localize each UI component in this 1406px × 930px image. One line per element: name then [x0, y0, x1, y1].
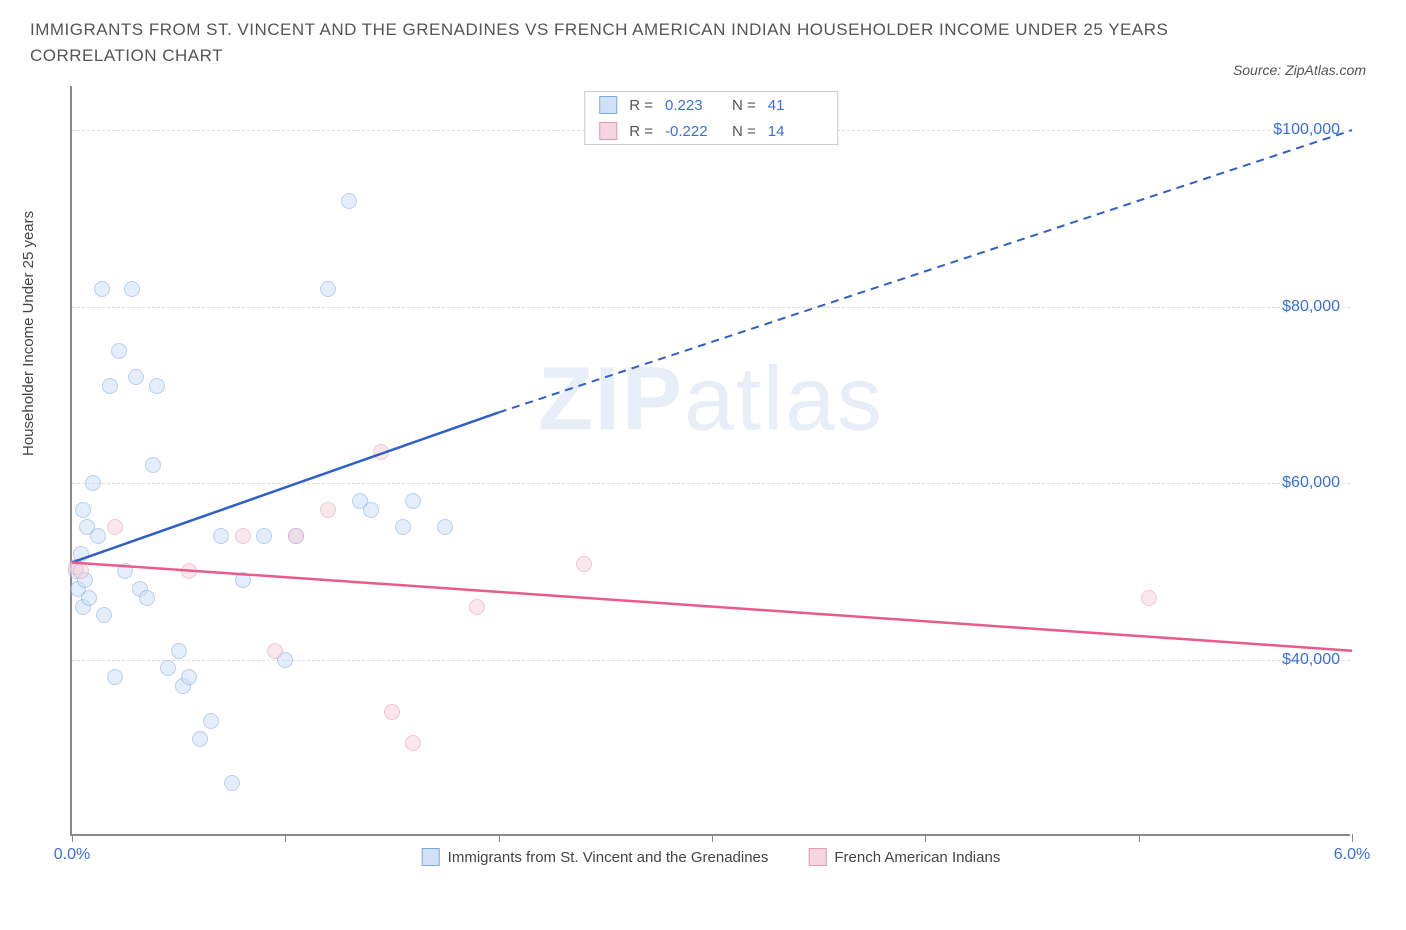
swatch-series2: [599, 122, 617, 140]
x-tick-label: 6.0%: [1334, 846, 1370, 864]
x-tick: [712, 834, 713, 842]
n-value-series2: 14: [768, 123, 823, 140]
correlation-legend: R = 0.223 N = 41 R = -0.222 N = 14: [584, 91, 838, 145]
scatter-plot: ZIPatlas R = 0.223 N = 41 R = -0.222 N =…: [70, 86, 1350, 836]
x-tick: [1139, 834, 1140, 842]
title-block: IMMIGRANTS FROM ST. VINCENT AND THE GREN…: [30, 20, 1376, 66]
legend-row-series1: R = 0.223 N = 41: [585, 92, 837, 118]
legend-item-series1: Immigrants from St. Vincent and the Gren…: [422, 848, 769, 866]
r-value-series1: 0.223: [665, 97, 720, 114]
series1-label: Immigrants from St. Vincent and the Gren…: [448, 849, 769, 866]
n-value-series1: 41: [768, 97, 823, 114]
x-tick: [1352, 834, 1353, 842]
trendline-dashed: [499, 130, 1352, 412]
chart-title-line1: IMMIGRANTS FROM ST. VINCENT AND THE GREN…: [30, 20, 1376, 40]
series2-label: French American Indians: [834, 849, 1000, 866]
r-value-series2: -0.222: [665, 123, 720, 140]
x-tick: [285, 834, 286, 842]
r-label: R =: [629, 97, 653, 114]
chart-area: Householder Income Under 25 years ZIPatl…: [30, 76, 1376, 886]
chart-title-line2: CORRELATION CHART: [30, 46, 1376, 66]
legend-item-series2: French American Indians: [808, 848, 1000, 866]
n-label: N =: [732, 97, 756, 114]
swatch-series2-bottom: [808, 848, 826, 866]
x-tick-label: 0.0%: [54, 846, 90, 864]
legend-row-series2: R = -0.222 N = 14: [585, 118, 837, 144]
swatch-series1-bottom: [422, 848, 440, 866]
trendline-solid: [72, 562, 1352, 650]
x-tick: [72, 834, 73, 842]
y-axis-label: Householder Income Under 25 years: [20, 211, 37, 456]
x-tick: [925, 834, 926, 842]
trend-lines-svg: [72, 86, 1350, 834]
x-tick: [499, 834, 500, 842]
n-label: N =: [732, 123, 756, 140]
r-label: R =: [629, 123, 653, 140]
swatch-series1: [599, 96, 617, 114]
series-legend: Immigrants from St. Vincent and the Gren…: [422, 848, 1001, 866]
trendline-solid: [72, 412, 499, 562]
